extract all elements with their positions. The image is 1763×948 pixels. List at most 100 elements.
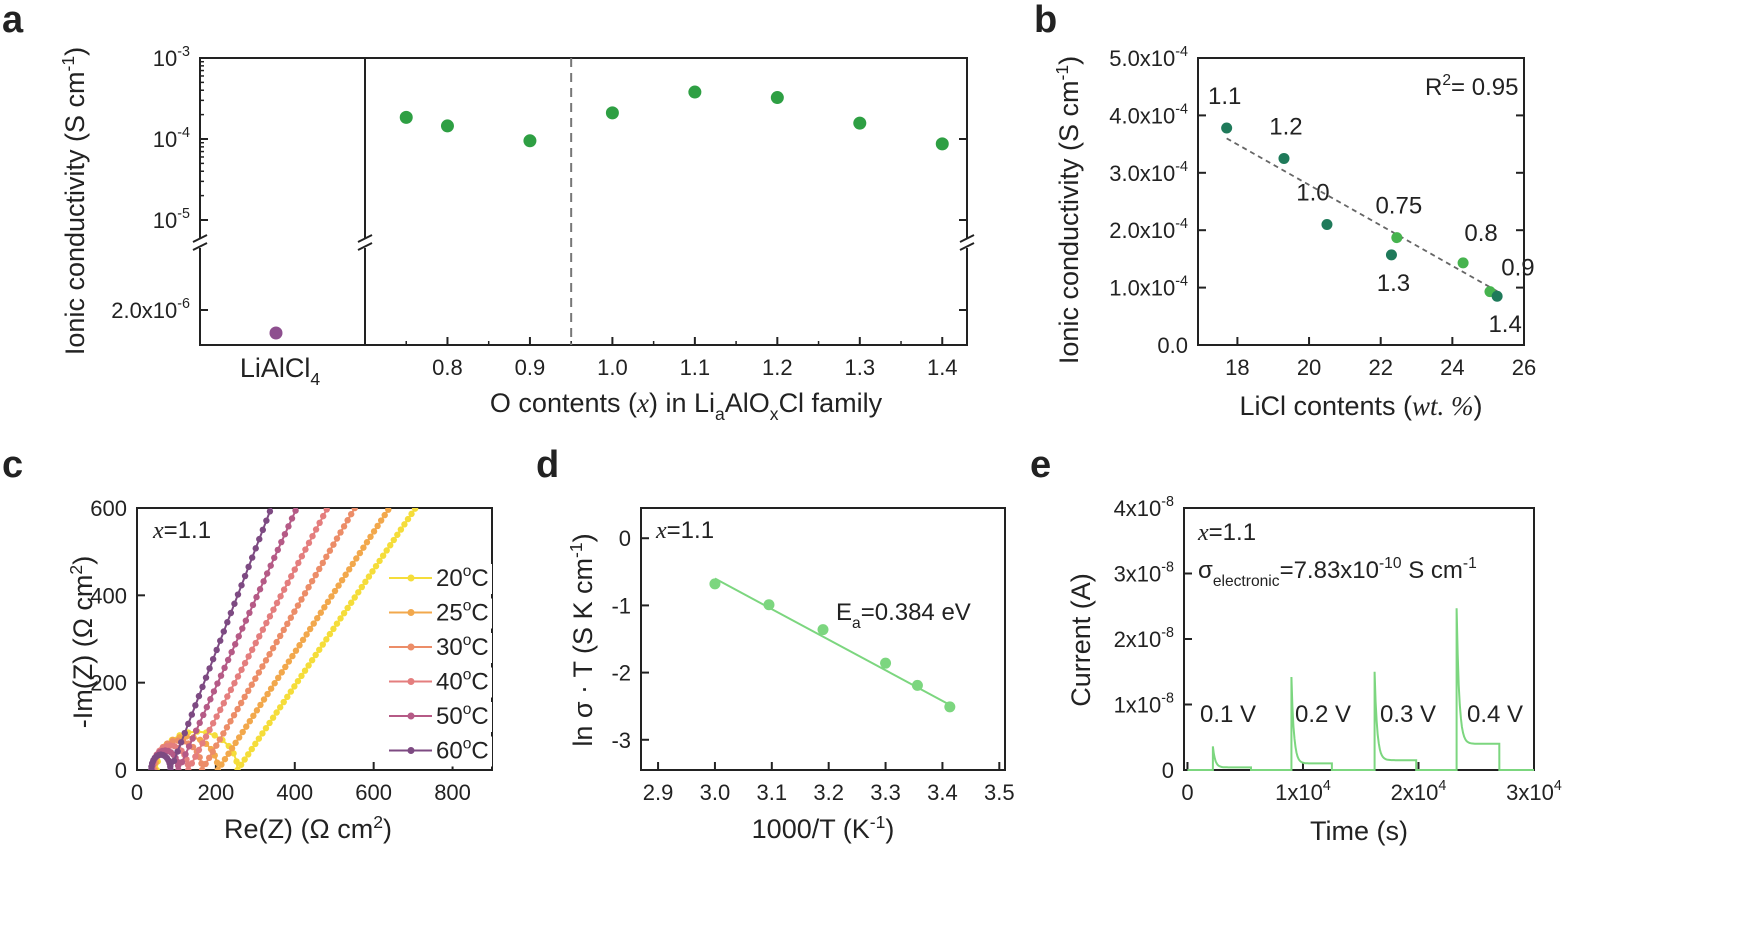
y-tick-label: 3.0x10-4​ bbox=[1109, 159, 1188, 186]
legend-label: 25o​C bbox=[436, 598, 489, 627]
series-marker bbox=[351, 594, 358, 601]
y-axis-label-part: -1 bbox=[566, 542, 586, 558]
y-tick-label-part: -4 bbox=[177, 125, 190, 141]
series-marker bbox=[202, 760, 209, 768]
activation-energy-label-part: a bbox=[852, 615, 861, 632]
series-marker bbox=[381, 511, 388, 519]
series-marker bbox=[246, 609, 253, 616]
series-marker bbox=[287, 614, 295, 621]
series-marker bbox=[210, 688, 218, 695]
series-marker bbox=[324, 598, 332, 606]
series-marker bbox=[231, 679, 238, 687]
data-point bbox=[853, 116, 867, 130]
data-point bbox=[399, 110, 413, 124]
series-marker bbox=[277, 593, 284, 600]
series-marker bbox=[360, 544, 367, 551]
series-marker bbox=[358, 583, 366, 591]
series-marker bbox=[291, 566, 298, 573]
x-axis-label-part: O contents ( bbox=[490, 388, 637, 418]
y-axis-label-part: ) bbox=[68, 556, 98, 565]
x-annotation: x=1.1 bbox=[1197, 519, 1256, 546]
data-point bbox=[1278, 152, 1290, 164]
series-marker bbox=[335, 582, 342, 589]
series-marker bbox=[275, 674, 282, 682]
series-marker bbox=[232, 739, 239, 747]
y-tick-label-part: 2.0x10 bbox=[1109, 218, 1175, 243]
data-point bbox=[1491, 290, 1503, 302]
series-marker bbox=[207, 696, 214, 703]
series-marker bbox=[253, 707, 261, 714]
legend-label-part: C bbox=[471, 565, 488, 592]
series-marker bbox=[200, 711, 207, 719]
series-marker bbox=[252, 675, 259, 682]
series-marker bbox=[246, 717, 254, 725]
series-marker bbox=[281, 531, 289, 538]
x-axis-label: O contents (x) in Lia​AlOx​Cl family bbox=[490, 388, 883, 424]
series-marker bbox=[273, 709, 280, 716]
legend-label-part: o bbox=[463, 598, 472, 615]
legend-label-part: C bbox=[471, 634, 488, 661]
series-marker bbox=[199, 740, 206, 747]
series-marker bbox=[256, 535, 263, 543]
y-tick-label: 10-5​ bbox=[153, 206, 190, 233]
y-tick-label-part: -4 bbox=[1175, 101, 1188, 117]
series-marker bbox=[206, 726, 213, 734]
y-tick-label-part: -4 bbox=[1175, 274, 1188, 290]
x-axis-label-part: AlO bbox=[725, 388, 770, 418]
series-marker bbox=[392, 496, 398, 502]
series-marker bbox=[235, 633, 242, 640]
series-marker bbox=[269, 714, 277, 721]
series-marker bbox=[253, 593, 260, 601]
x-annotation-part: x bbox=[655, 518, 667, 544]
series-marker bbox=[181, 729, 188, 737]
series-marker bbox=[323, 553, 330, 560]
series-marker bbox=[276, 704, 284, 711]
series-marker bbox=[291, 608, 298, 615]
series-marker bbox=[218, 761, 225, 768]
x-axis-label: LiCl contents (wt. %) bbox=[1239, 391, 1482, 421]
panel-d: d 0 -1 -2 -3 2.9 3.0 3.1 3.2 3.3 3.4 3.5 x=1.1 Ea​=0.… bbox=[536, 444, 1015, 844]
series-marker bbox=[292, 647, 300, 654]
x-tick-label: 200 bbox=[198, 780, 235, 805]
series-marker bbox=[195, 746, 203, 754]
sigma-annotation-part: σ bbox=[1198, 557, 1213, 584]
series-marker bbox=[282, 663, 289, 671]
sigma-annotation-part: electronic bbox=[1213, 573, 1280, 590]
y-tick-label-part: 1.0x10 bbox=[1109, 276, 1175, 301]
x-tick-label: 0.8 bbox=[432, 355, 463, 380]
series-marker bbox=[241, 693, 248, 701]
y-tick-label-part: 0.0 bbox=[1157, 333, 1188, 358]
x-axis-label: 1000/T (K-1​) bbox=[752, 812, 895, 844]
series-marker bbox=[192, 727, 200, 734]
series-marker bbox=[310, 620, 317, 627]
series-marker bbox=[321, 604, 328, 611]
series-marker bbox=[353, 555, 360, 562]
panel-label-a: a bbox=[2, 0, 24, 41]
legend-marker bbox=[407, 747, 415, 754]
x-tick-label: 3.1 bbox=[757, 780, 788, 805]
x-tick-label: 22 bbox=[1368, 355, 1392, 380]
y-tick-label: 0 bbox=[115, 758, 127, 783]
series-marker bbox=[198, 766, 206, 770]
data-point bbox=[523, 134, 537, 148]
legend-label: 50o​C bbox=[436, 701, 489, 730]
legend-marker bbox=[407, 678, 415, 685]
panel-b: b0.0​1.0x10-4​2.0x10-4​3.0x10-4​4.0x10-4… bbox=[1034, 0, 1536, 421]
y-axis-label-part: ) bbox=[60, 47, 90, 56]
series-marker bbox=[316, 519, 323, 527]
series-marker bbox=[328, 593, 335, 600]
x-tick-label: 1.2 bbox=[762, 355, 793, 380]
series-marker bbox=[284, 693, 291, 701]
series-marker bbox=[356, 549, 364, 557]
x-tick-label: 0​ bbox=[1181, 780, 1193, 805]
series-marker bbox=[195, 692, 203, 700]
y-tick-label: -3 bbox=[611, 728, 631, 753]
series-marker bbox=[419, 495, 425, 501]
series-marker bbox=[347, 599, 355, 606]
series-marker bbox=[333, 535, 341, 542]
legend-label-part: 50 bbox=[436, 703, 463, 730]
series-marker bbox=[202, 674, 210, 681]
series-marker bbox=[367, 533, 374, 540]
series-marker bbox=[260, 696, 268, 703]
series-marker bbox=[248, 745, 255, 753]
